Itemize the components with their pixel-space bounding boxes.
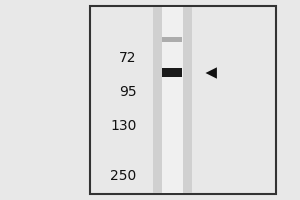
Bar	[153, 7, 192, 193]
Text: 250: 250	[110, 169, 136, 183]
Polygon shape	[206, 67, 217, 79]
Bar	[162, 7, 183, 193]
Text: 130: 130	[110, 119, 136, 133]
Text: 72: 72	[119, 51, 136, 65]
Bar	[90, 6, 276, 194]
Bar	[162, 68, 182, 77]
Bar	[162, 37, 182, 42]
Text: 95: 95	[119, 85, 136, 99]
